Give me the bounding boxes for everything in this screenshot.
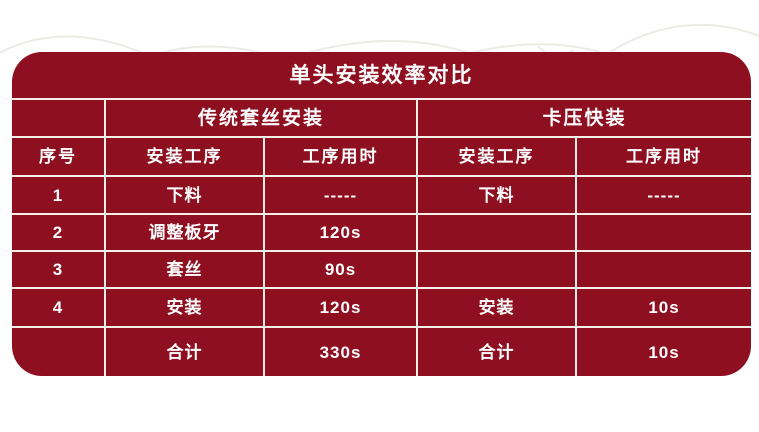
cell-process-left: 调整板牙 [106, 215, 265, 252]
col-header-time-right: 工序用时 [577, 138, 751, 177]
group-header-press-quick-install: 卡压快装 [418, 100, 751, 138]
cell-index [12, 328, 106, 376]
cell-index: 4 [12, 289, 106, 328]
col-header-process-left: 安装工序 [106, 138, 265, 177]
cell-time-right: ----- [577, 177, 751, 215]
cell-process-right [418, 215, 577, 252]
cell-time-left: ----- [265, 177, 418, 215]
cell-total-label-left: 合计 [106, 328, 265, 376]
cell-process-right: 安装 [418, 289, 577, 328]
cell-process-left: 下料 [106, 177, 265, 215]
cell-process-left: 套丝 [106, 252, 265, 289]
cell-index: 1 [12, 177, 106, 215]
corner-cell [12, 100, 106, 138]
table-title: 单头安装效率对比 [12, 52, 751, 100]
col-header-time-left: 工序用时 [265, 138, 418, 177]
cell-index: 3 [12, 252, 106, 289]
cell-total-label-right: 合计 [418, 328, 577, 376]
group-header-traditional-threading: 传统套丝安装 [106, 100, 418, 138]
cell-process-left: 安装 [106, 289, 265, 328]
cell-time-left: 120s [265, 215, 418, 252]
col-header-index: 序号 [12, 138, 106, 177]
col-header-process-right: 安装工序 [418, 138, 577, 177]
cell-index: 2 [12, 215, 106, 252]
cell-time-left: 90s [265, 252, 418, 289]
cell-time-left: 120s [265, 289, 418, 328]
cell-time-right: 10s [577, 289, 751, 328]
cell-total-time-right: 10s [648, 342, 680, 362]
cell-total-time-left: 330s [265, 328, 418, 376]
efficiency-comparison-table: 单头安装效率对比 传统套丝安装 卡压快装 序号 安装工序 工序用时 安装工序 工… [12, 52, 751, 376]
cell-time-right [577, 215, 751, 252]
cell-process-right: 下料 [418, 177, 577, 215]
cell-process-right [418, 252, 577, 289]
cell-time-right [577, 252, 751, 289]
